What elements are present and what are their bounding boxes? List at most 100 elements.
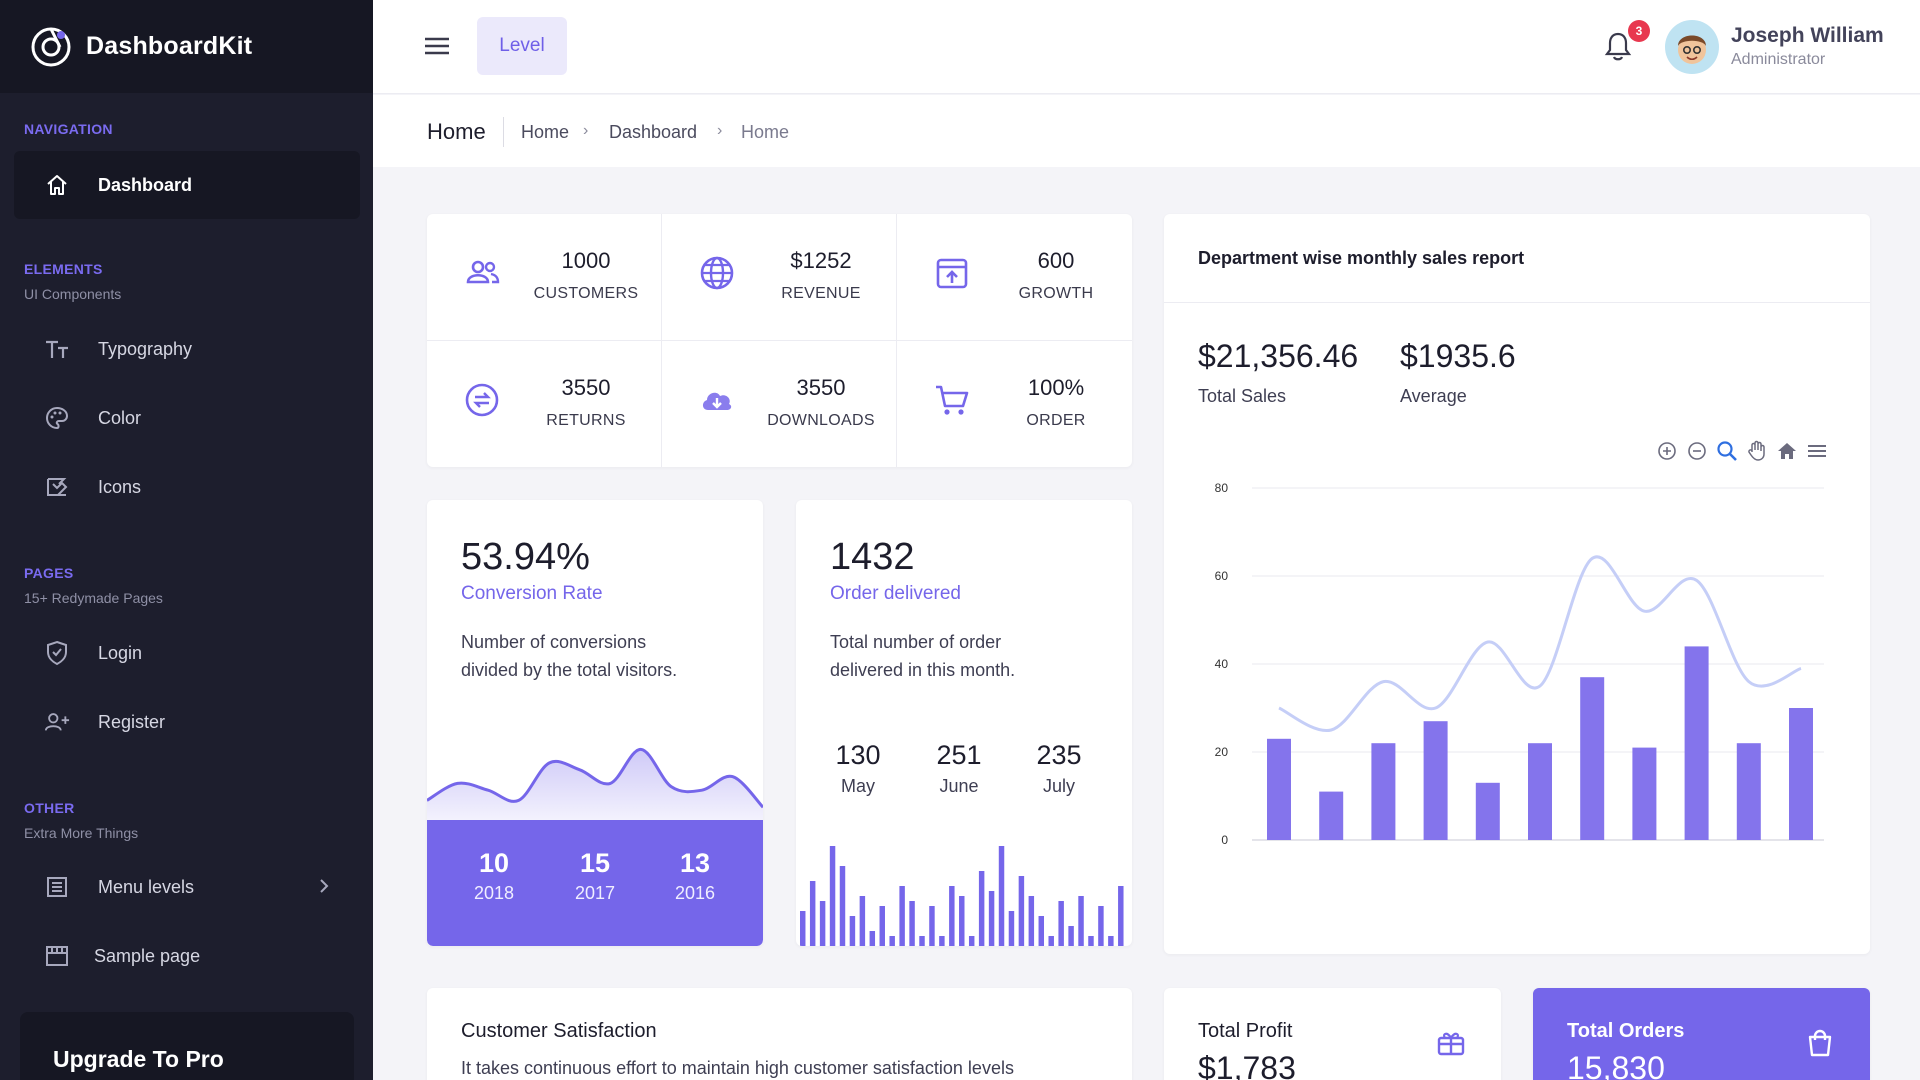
pages-caption: PAGES — [24, 565, 74, 581]
zoom-out-icon[interactable] — [1686, 440, 1708, 462]
year-value: 13 — [679, 848, 711, 878]
pages-sub: 15+ Redymade Pages — [24, 590, 163, 606]
spark-bar — [829, 846, 836, 946]
sales-bar — [1528, 743, 1552, 840]
reset-home-icon[interactable] — [1776, 440, 1798, 462]
conversion-description: Number of conversions divided by the tot… — [461, 628, 677, 684]
zoom-select-icon[interactable] — [1716, 440, 1738, 462]
user-name[interactable]: Joseph William — [1731, 24, 1884, 47]
orders-spark-bars — [800, 846, 1124, 946]
month-value: 235 — [1036, 740, 1082, 770]
sidebar-item-label: Menu levels — [98, 876, 195, 897]
sales-bar — [1475, 782, 1500, 840]
stat-revenue: $1252 REVENUE — [662, 214, 896, 340]
orders-delivered-card: 1432 Order delivered Total number of ord… — [796, 500, 1132, 946]
store-icon — [44, 943, 70, 969]
spark-bar — [839, 866, 846, 946]
total-orders-card: Total Orders 15,830 — [1533, 988, 1870, 1080]
spark-bar — [1038, 916, 1045, 946]
avatar[interactable] — [1665, 20, 1719, 74]
pan-icon[interactable] — [1746, 440, 1768, 462]
breadcrumb-dashboard-link[interactable]: Dashboard — [609, 122, 698, 142]
elements-sub: UI Components — [24, 286, 122, 302]
stat-label: RETURNS — [546, 412, 626, 429]
stat-label: ORDER — [1026, 412, 1086, 429]
sidebar-item-color[interactable]: Color — [14, 384, 360, 452]
cloud-download-icon — [702, 392, 732, 410]
spark-bar — [1018, 876, 1025, 946]
spark-bar — [959, 896, 965, 946]
sidebar-item-sample-page[interactable]: Sample page — [14, 922, 360, 990]
satisfaction-subtitle: It takes continuous effort to maintain h… — [461, 1058, 1014, 1078]
bell-icon[interactable] — [1603, 30, 1633, 62]
spark-bar — [988, 891, 995, 946]
sales-bar — [1736, 743, 1761, 840]
satisfaction-title: Customer Satisfaction — [461, 1020, 657, 1042]
stat-label: REVENUE — [781, 285, 861, 302]
stat-label: DOWNLOADS — [767, 412, 875, 429]
spark-bar — [849, 916, 856, 946]
upgrade-to-pro-button[interactable]: Upgrade To Pro — [20, 1012, 354, 1080]
conversion-area-chart — [427, 747, 763, 822]
sidebar-item-menu-levels[interactable]: Menu levels — [14, 853, 360, 921]
year-label: 2018 — [473, 883, 515, 903]
home-icon — [44, 172, 70, 198]
sidebar-item-label: Register — [98, 711, 166, 732]
level-button[interactable]: Level — [477, 17, 567, 75]
sidebar-item-login[interactable]: Login — [14, 619, 360, 687]
conversion-card: 53.94% Conversion Rate Number of convers… — [427, 500, 763, 946]
sales-bar — [1632, 747, 1657, 840]
customer-satisfaction-card: Customer Satisfaction It takes continuou… — [427, 988, 1132, 1080]
brand[interactable]: DashboardKit — [0, 0, 373, 93]
zoom-in-icon[interactable] — [1656, 440, 1678, 462]
spark-bar — [800, 911, 806, 946]
orders-total-title: Total Orders — [1567, 1020, 1685, 1042]
list-box-icon — [44, 874, 70, 900]
wave-area — [427, 749, 763, 822]
stat-downloads: 3550 DOWNLOADS — [662, 341, 896, 467]
chart-toolbar — [1656, 440, 1828, 462]
y-tick-label: 60 — [1215, 569, 1229, 583]
spark-bar — [1028, 896, 1035, 946]
year-value: 10 — [478, 848, 510, 878]
breadcrumb-divider — [503, 117, 504, 147]
spark-bar — [809, 881, 816, 946]
year-value: 15 — [579, 848, 611, 878]
sidebar-item-register[interactable]: Register — [14, 688, 360, 756]
user-plus-icon — [44, 709, 70, 735]
stat-value: 100% — [1027, 375, 1085, 400]
swap-icon — [465, 383, 499, 417]
sidebar-item-dashboard[interactable]: Dashboard — [14, 151, 360, 219]
nav-caption: NAVIGATION — [24, 121, 113, 137]
spark-bar — [859, 896, 866, 946]
month-label: July — [1042, 776, 1075, 796]
conversion-label: Conversion Rate — [461, 583, 603, 604]
spark-bar — [1088, 936, 1094, 946]
year-label: 2016 — [674, 883, 716, 903]
user-role: Administrator — [1731, 51, 1826, 68]
sidebar-item-label: Login — [98, 642, 143, 663]
pen-tool-icon — [44, 474, 70, 500]
month-label: June — [939, 776, 979, 796]
sidebar-item-label: Dashboard — [98, 174, 193, 195]
brand-name: DashboardKit — [86, 32, 253, 60]
spark-bar — [909, 901, 915, 946]
sidebar-item-label: Typography — [98, 338, 193, 359]
users-icon — [466, 260, 500, 284]
average-line — [1278, 555, 1802, 732]
spark-bar — [998, 846, 1005, 946]
menu-icon[interactable] — [1806, 440, 1828, 462]
sidebar-item-typography[interactable]: Typography — [14, 315, 360, 383]
sales-bar — [1789, 708, 1813, 840]
sidebar-item-icons[interactable]: Icons — [14, 453, 360, 521]
page-title: Home — [427, 119, 486, 144]
sales-report-card: Department wise monthly sales report $21… — [1164, 214, 1870, 954]
sidebar: DashboardKit NAVIGATION Dashboard ELEMEN… — [0, 0, 373, 1080]
stats-card: 1000 CUSTOMERS $1252 REVENUE 600 GROWTH … — [427, 214, 1132, 467]
y-tick-label: 40 — [1215, 657, 1229, 671]
shield-icon — [44, 640, 70, 666]
total-profit-card: Total Profit $1,783 — [1164, 988, 1501, 1080]
breadcrumb-home-link[interactable]: Home — [521, 122, 570, 142]
stat-customers: 1000 CUSTOMERS — [427, 214, 661, 340]
hamburger-menu-icon[interactable] — [423, 34, 451, 58]
